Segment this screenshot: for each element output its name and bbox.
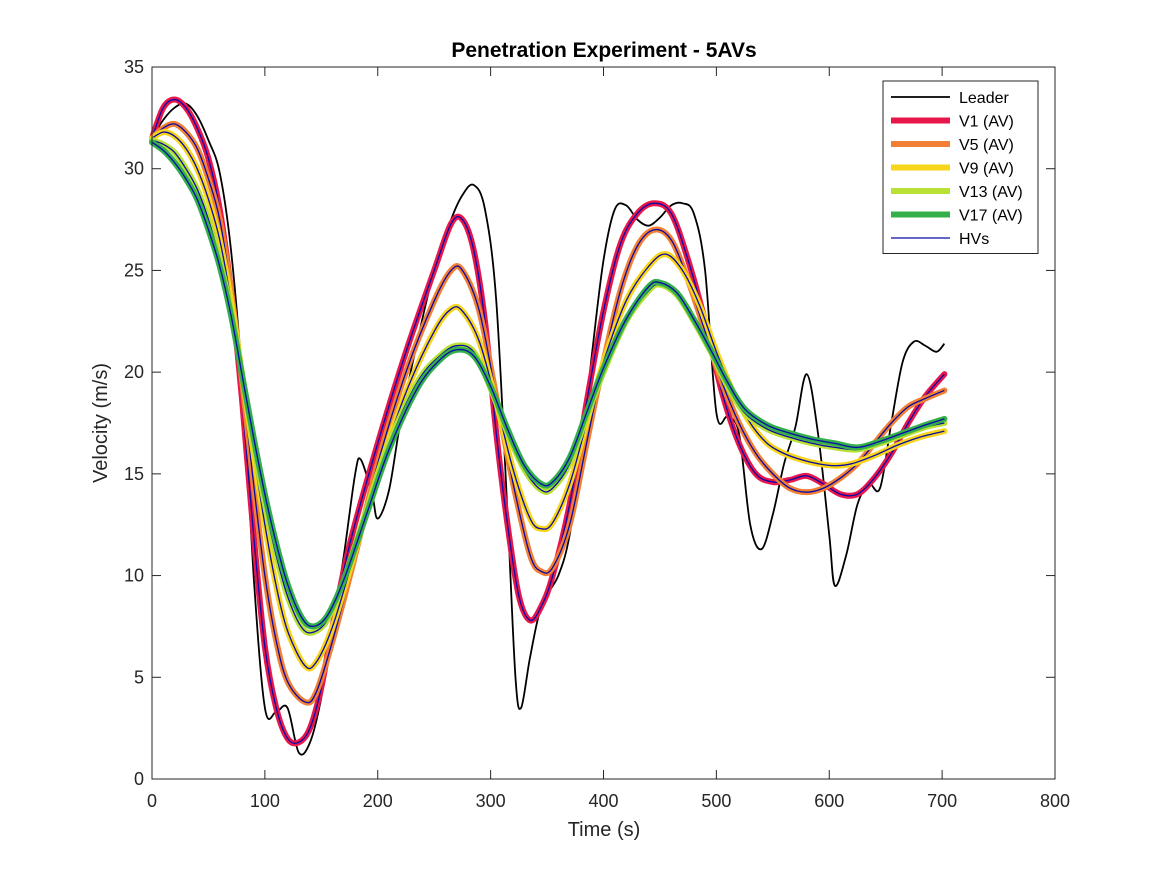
y-axis-label: Velocity (m/s)	[90, 363, 112, 483]
x-tick-label-200: 200	[363, 791, 393, 811]
x-axis-label: Time (s)	[568, 819, 641, 841]
x-tick-label-500: 500	[701, 791, 731, 811]
y-tick-label-20: 20	[124, 362, 144, 382]
x-tick-label-300: 300	[476, 791, 506, 811]
y-tick-label-30: 30	[124, 159, 144, 179]
y-tick-label-0: 0	[134, 769, 144, 789]
legend-label-v13-av: V13 (AV)	[959, 184, 1023, 201]
legend-label-leader: Leader	[959, 90, 1009, 107]
y-tick-label-25: 25	[124, 260, 144, 280]
legend-label-v9-av: V9 (AV)	[959, 161, 1014, 178]
x-tick-label-100: 100	[250, 791, 280, 811]
legend: Leader V1 (AV) V5 (AV) V9 (AV) V13 (AV) V17 (…	[882, 80, 1039, 254]
legend-label-hvs: HVs	[959, 231, 989, 248]
y-tick-label-35: 35	[124, 57, 144, 77]
y-tick-label-15: 15	[124, 464, 144, 484]
tick-layer: 0 100 200 300 400 500 600 700 800 0 5 10 15 20 25 30 35	[124, 57, 1070, 811]
x-tick-label-800: 800	[1040, 791, 1070, 811]
x-tick-label-600: 600	[814, 791, 844, 811]
x-tick-label-700: 700	[927, 791, 957, 811]
legend-label-v5-av: V5 (AV)	[959, 137, 1014, 154]
hv-line-v17-av	[151, 141, 945, 628]
legend-label-v1-av: V1 (AV)	[959, 114, 1014, 131]
y-tick-label-10: 10	[124, 566, 144, 586]
legend-label-v17-av: V17 (AV)	[959, 208, 1023, 225]
x-tick-label-0: 0	[147, 791, 157, 811]
chart-title: Penetration Experiment - 5AVs	[451, 39, 756, 62]
y-tick-label-5: 5	[134, 667, 144, 687]
x-tick-label-400: 400	[588, 791, 618, 811]
series-layer	[149, 96, 948, 756]
